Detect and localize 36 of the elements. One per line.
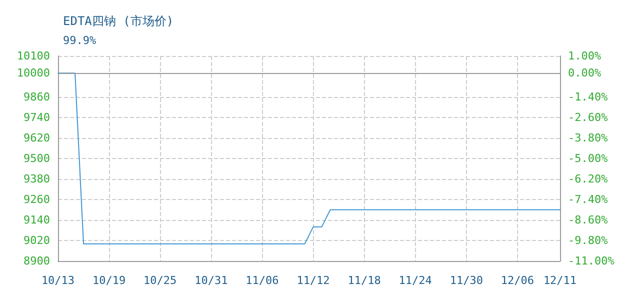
y-tick-label: 9380 xyxy=(24,172,50,186)
y2-tick-label: -3.80% xyxy=(568,132,608,144)
y-tick-label: 8900 xyxy=(24,254,50,268)
y-tick-label: 9500 xyxy=(24,152,50,165)
y-tick-label: 9620 xyxy=(24,132,50,144)
y-tick-label: 9260 xyxy=(24,193,50,206)
y-tick-label: 10100 xyxy=(16,50,50,62)
x-tick-label: 10/25 xyxy=(144,274,177,287)
y2-tick-label: -7.40% xyxy=(568,193,608,206)
line-series xyxy=(58,72,560,244)
y2-tick-label: -2.60% xyxy=(568,111,608,124)
x-tick-label: 11/18 xyxy=(348,274,381,287)
x-tick-label: 11/30 xyxy=(450,274,483,287)
x-tick-label: 12/11 xyxy=(543,274,577,287)
y2-tick-label: -5.00% xyxy=(568,152,608,165)
y2-tick-label: -11.00% xyxy=(568,254,615,268)
chart-title: EDTA四钠 (市场价) xyxy=(63,14,174,28)
x-tick-label: 11/12 xyxy=(296,274,330,287)
y2-tick-label: 1.00% xyxy=(568,50,602,62)
y2-tick-label: -1.40% xyxy=(568,90,608,104)
x-tick-label: 10/19 xyxy=(92,274,126,287)
y2-tick-label: 0.00% xyxy=(568,66,602,80)
x-tick-label: 11/24 xyxy=(398,274,432,287)
x-tick-label: 10/13 xyxy=(41,274,75,287)
y-tick-label: 9020 xyxy=(24,234,50,247)
y2-tick-label: -8.60% xyxy=(568,214,608,226)
y-tick-label: 9140 xyxy=(24,214,50,226)
y-tick-label: 9860 xyxy=(24,90,50,104)
chart-subtitle: 99.9% xyxy=(63,34,96,47)
x-tick-label: 11/06 xyxy=(246,274,279,287)
y-tick-label: 9740 xyxy=(24,111,50,124)
y2-tick-label: -6.20% xyxy=(568,172,608,186)
x-tick-label: 10/31 xyxy=(194,274,228,287)
y-tick-label: 10000 xyxy=(16,66,50,80)
x-tick-label: 12/06 xyxy=(500,274,534,287)
y2-tick-label: -9.80% xyxy=(568,234,608,247)
